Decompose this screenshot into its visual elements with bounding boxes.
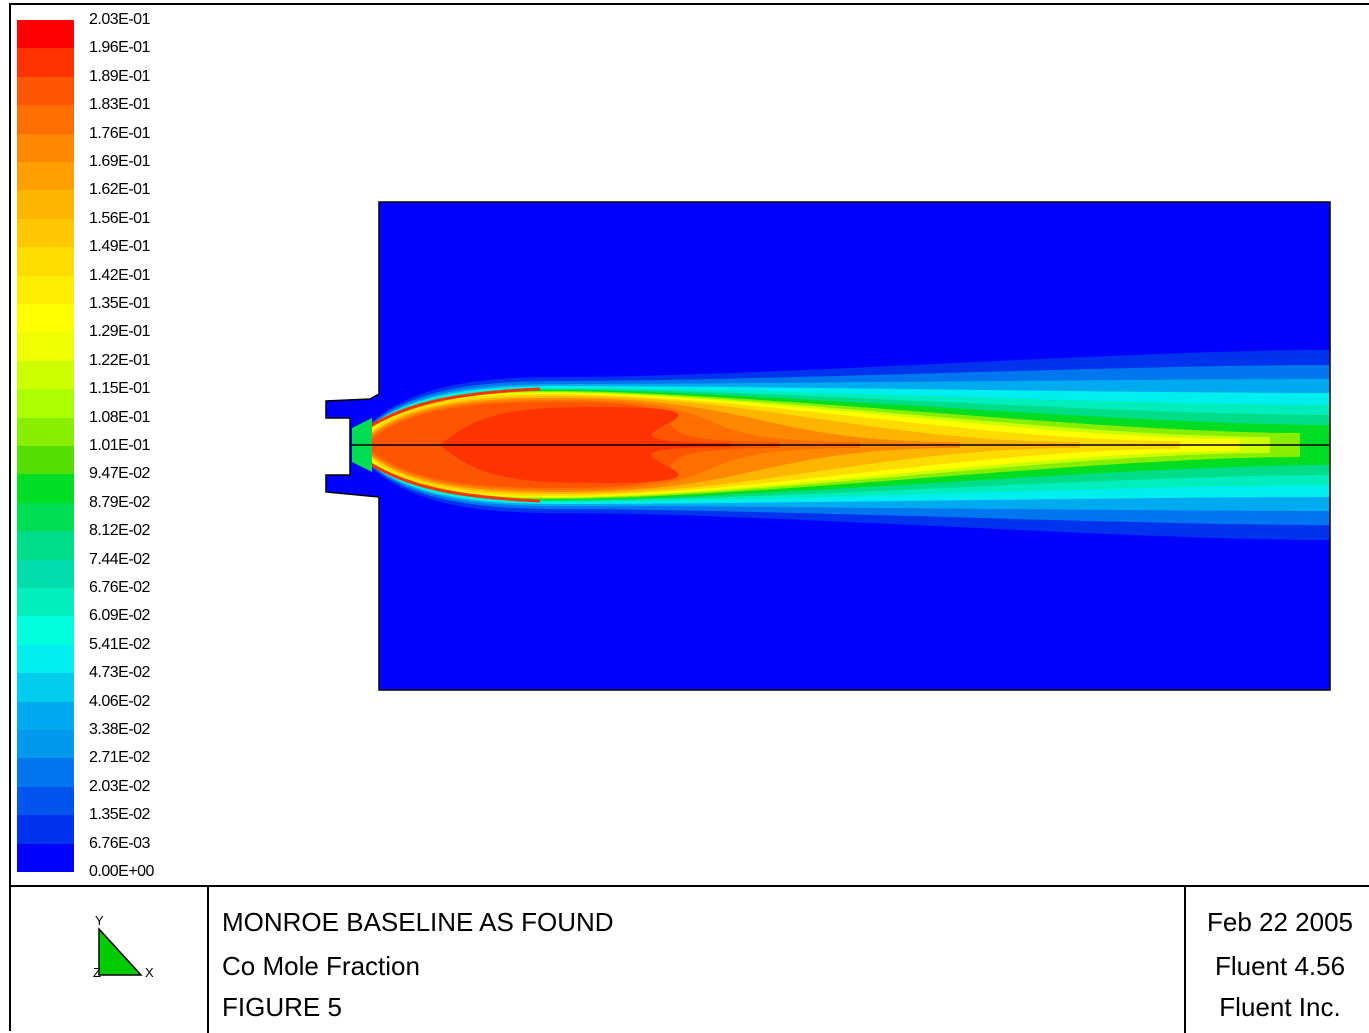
colorbar-tick-label: 5.41E-02 bbox=[89, 635, 150, 653]
colorbar-tick-label: 7.44E-02 bbox=[89, 550, 150, 568]
colorbar-segment bbox=[17, 105, 74, 135]
colorbar-segment bbox=[17, 389, 74, 419]
colorbar-tick-label: 1.62E-01 bbox=[89, 181, 150, 199]
colorbar-segment bbox=[17, 360, 74, 390]
colorbar-segment bbox=[17, 20, 74, 49]
colorbar-segment bbox=[17, 133, 74, 163]
contour-plot bbox=[325, 201, 1331, 691]
colorbar-tick-label: 0.00E+00 bbox=[89, 863, 154, 880]
colorbar-tick-label: 2.71E-02 bbox=[89, 749, 150, 767]
colorbar-segment bbox=[17, 730, 74, 759]
colorbar-tick-label: 6.76E-03 bbox=[89, 834, 150, 852]
colorbar-segment bbox=[17, 786, 74, 816]
colorbar-tick-label: 1.69E-01 bbox=[89, 153, 150, 170]
date-label: Feb 22 2005 bbox=[1206, 907, 1353, 937]
colorbar-segment bbox=[17, 815, 74, 845]
colorbar-tick-label: 2.03E-01 bbox=[89, 11, 150, 28]
colorbar-segment bbox=[17, 588, 74, 617]
title-line-1: MONROE BASELINE AS FOUND bbox=[222, 907, 614, 937]
colorbar-segment bbox=[17, 616, 74, 646]
colorbar-tick-label: 3.38E-02 bbox=[89, 721, 150, 738]
colorbar-tick-label: 9.47E-02 bbox=[89, 465, 150, 483]
colorbar-tick-label: 6.09E-02 bbox=[89, 607, 150, 625]
colorbar-segment bbox=[17, 559, 74, 589]
colorbar-segment bbox=[17, 218, 74, 248]
colorbar-segment bbox=[17, 644, 74, 674]
colorbar-segment bbox=[17, 190, 74, 220]
title-block-divider-right bbox=[1184, 887, 1186, 1033]
colorbar-tick-label: 1.15E-01 bbox=[89, 380, 150, 398]
company-label: Fluent Inc. bbox=[1219, 992, 1341, 1022]
colorbar-tick-label: 1.83E-01 bbox=[89, 96, 150, 114]
colorbar-segment bbox=[17, 417, 74, 447]
colorbar-segment bbox=[17, 304, 74, 333]
colorbar-tick-label: 1.76E-01 bbox=[89, 124, 150, 142]
axes-triad-icon: Y X Z bbox=[93, 913, 154, 979]
colorbar-tick-label: 1.35E-01 bbox=[89, 295, 150, 312]
colorbar-segment bbox=[17, 531, 74, 561]
colorbar-tick-label: 1.35E-02 bbox=[89, 806, 150, 824]
shear-layer-lower bbox=[359, 455, 541, 503]
contour-field bbox=[326, 202, 1330, 690]
colorbar-tick-label: 8.79E-02 bbox=[89, 493, 150, 511]
title-block: Y X Z MONROE BASELINE AS FOUND Co Mole F… bbox=[9, 885, 1369, 1033]
axis-x-label: X bbox=[145, 965, 154, 979]
colorbar-tick-label: 1.89E-01 bbox=[89, 67, 150, 85]
colorbar-segment bbox=[17, 673, 74, 703]
colorbar-tick-label: 1.42E-01 bbox=[89, 266, 150, 284]
colorbar-tick-label: 8.12E-02 bbox=[89, 522, 150, 540]
axis-z-label: Z bbox=[93, 965, 101, 979]
colorbar-tick-label: 1.01E-01 bbox=[89, 437, 150, 454]
colorbar-tick-label: 1.22E-01 bbox=[89, 351, 150, 369]
colorbar-segment bbox=[17, 275, 74, 305]
colorbar bbox=[17, 20, 74, 873]
colorbar-segment bbox=[17, 162, 74, 191]
colorbar-segment bbox=[17, 758, 74, 788]
colorbar-tick-label: 4.06E-02 bbox=[89, 692, 150, 710]
colorbar-tick-label: 6.76E-02 bbox=[89, 579, 150, 596]
colorbar-segment bbox=[17, 247, 74, 277]
shear-layer-upper bbox=[359, 387, 541, 435]
colorbar-tick-label: 1.49E-01 bbox=[89, 238, 150, 256]
axis-y-label: Y bbox=[95, 913, 104, 928]
colorbar-segment bbox=[17, 843, 74, 873]
software-label: Fluent 4.56 bbox=[1214, 951, 1346, 981]
colorbar-segment bbox=[17, 76, 74, 106]
colorbar-tick-label: 1.56E-01 bbox=[89, 209, 150, 227]
colorbar-tick-label: 4.73E-02 bbox=[89, 664, 150, 682]
title-line-3: FIGURE 5 bbox=[222, 992, 342, 1022]
colorbar-tick-label: 1.96E-01 bbox=[89, 39, 150, 57]
colorbar-segment bbox=[17, 502, 74, 532]
colorbar-segment bbox=[17, 474, 74, 504]
colorbar-segment bbox=[17, 446, 74, 475]
title-block-divider-left bbox=[207, 887, 209, 1033]
colorbar-tick-label: 1.08E-01 bbox=[89, 408, 150, 426]
domain-outline bbox=[325, 201, 1331, 691]
colorbar-tick-label: 1.29E-01 bbox=[89, 323, 150, 341]
colorbar-segment bbox=[17, 332, 74, 362]
colorbar-segment bbox=[17, 701, 74, 731]
figure-frame bbox=[9, 3, 1369, 1031]
title-line-2: Co Mole Fraction bbox=[222, 951, 420, 981]
colorbar-tick-label: 2.03E-02 bbox=[89, 777, 150, 795]
colorbar-segment bbox=[17, 48, 74, 78]
